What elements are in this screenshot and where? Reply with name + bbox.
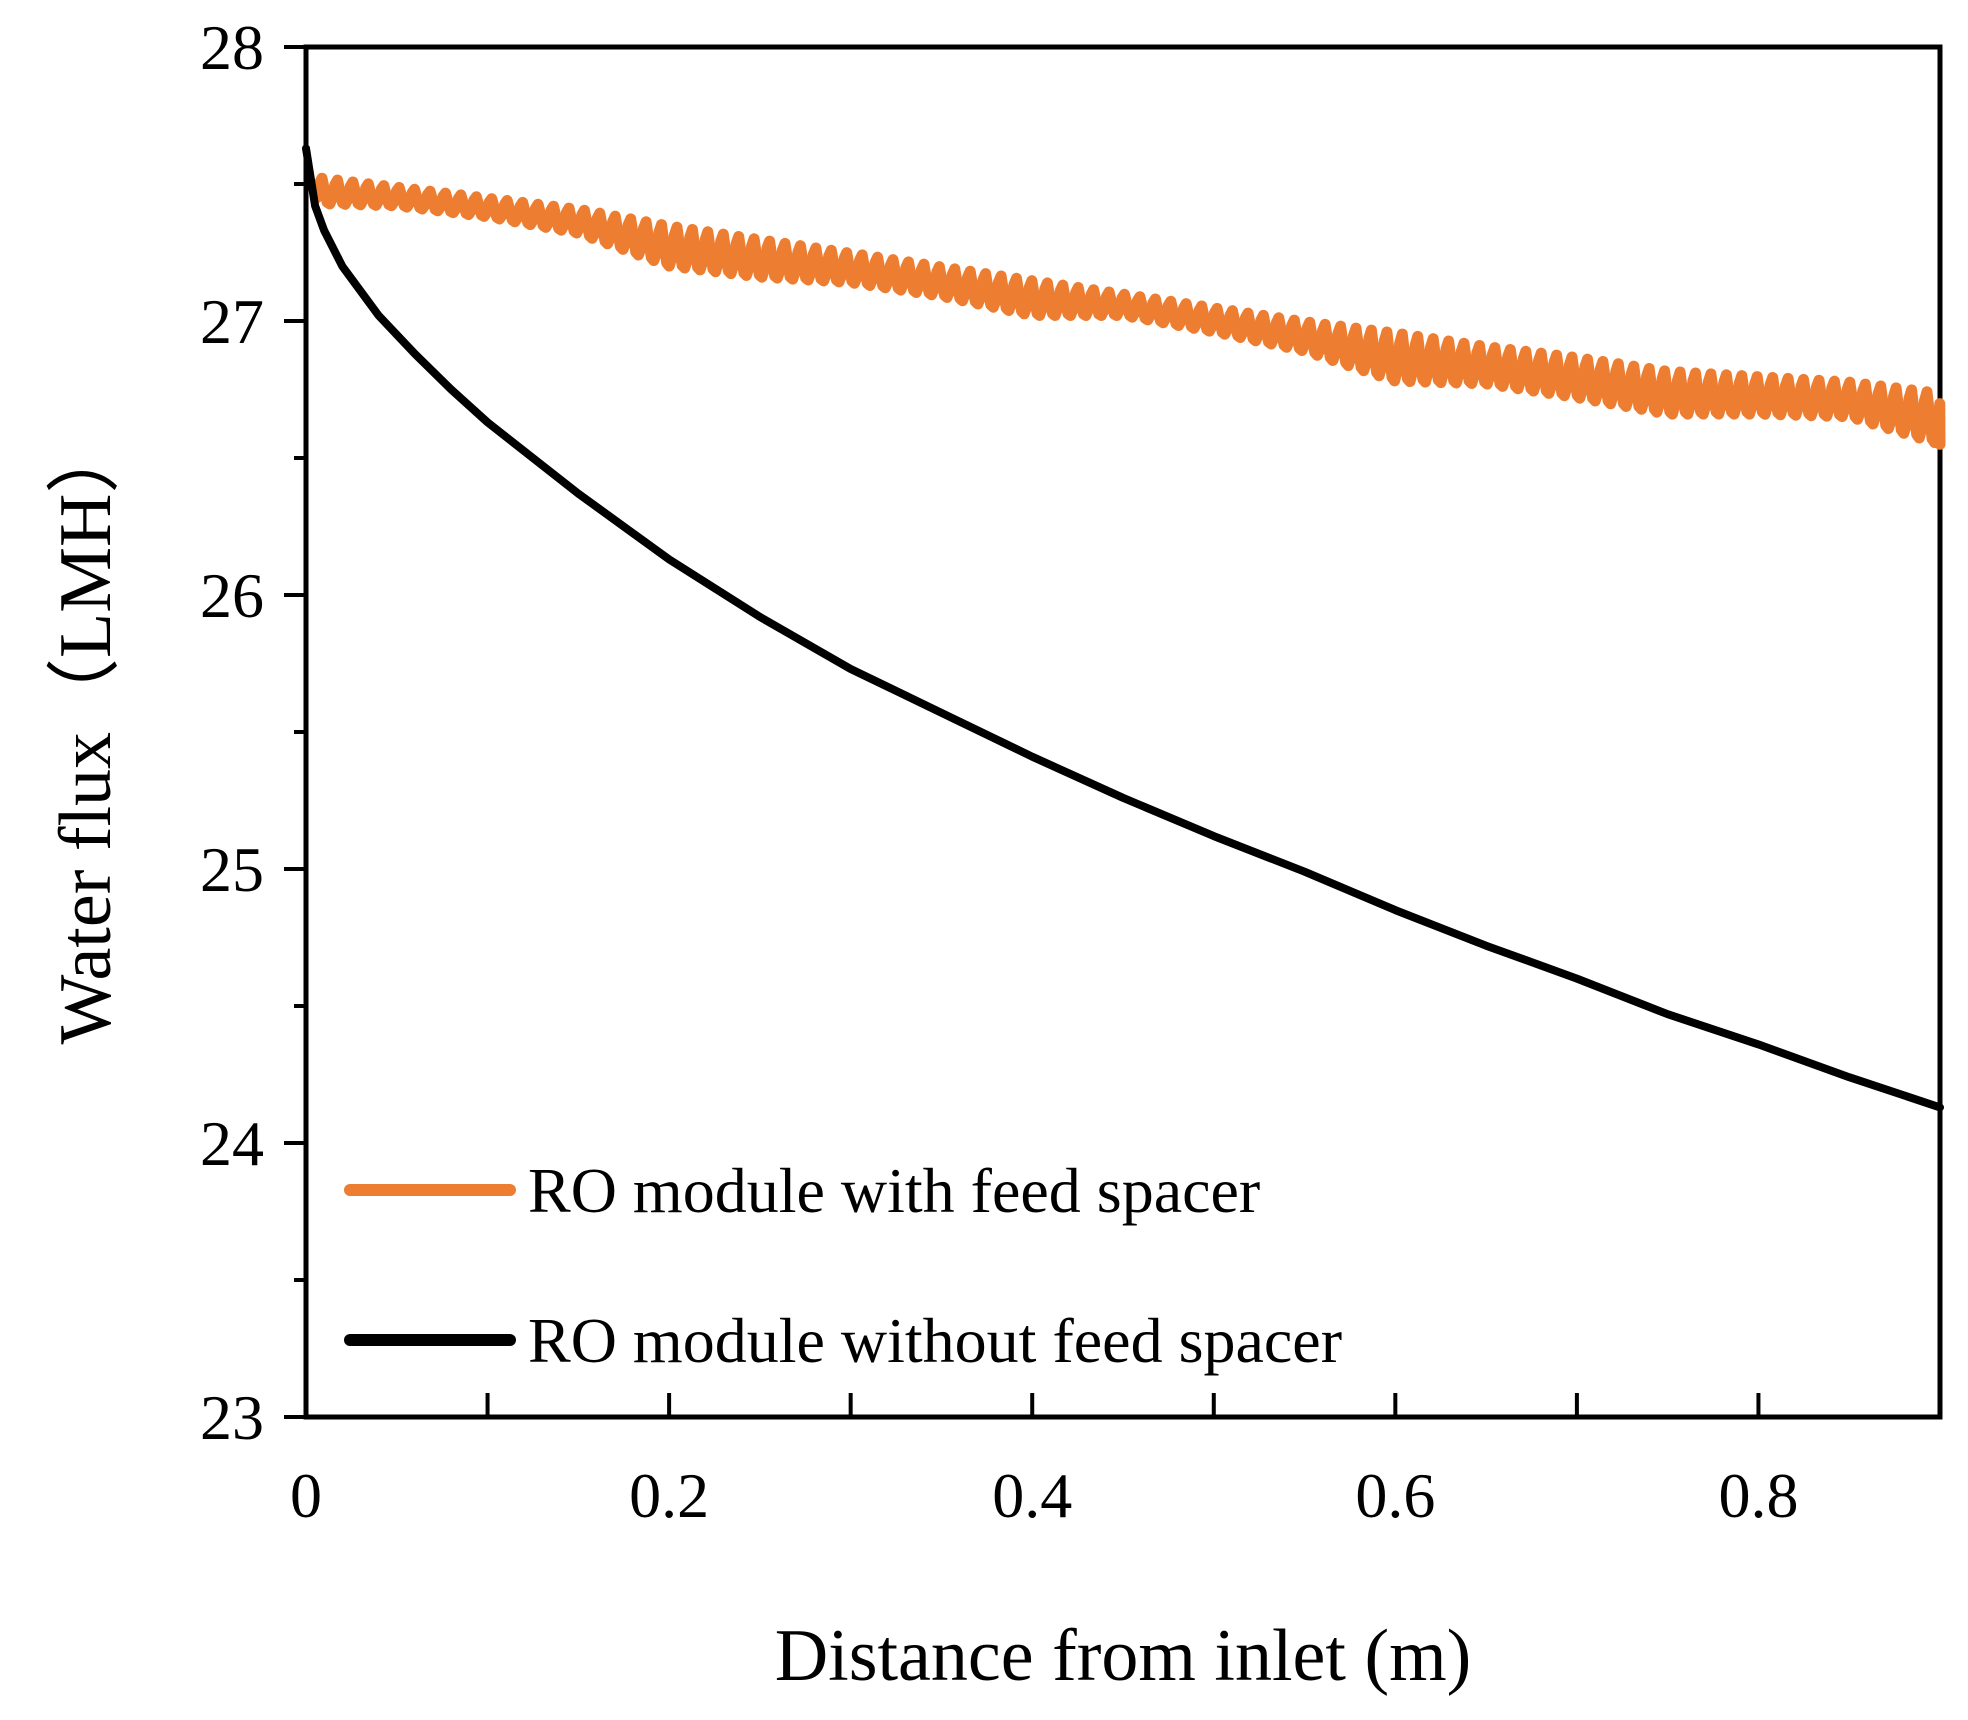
legend-label-without-feed-spacer: RO module without feed spacer xyxy=(528,1305,1342,1376)
y-tick-label: 26 xyxy=(200,560,264,631)
x-tick-label: 0 xyxy=(290,1460,322,1531)
x-axis-ticks xyxy=(485,1393,1761,1417)
y-axis-title: Water flux（LMH） xyxy=(45,420,127,1045)
y-axis-ticks xyxy=(284,45,306,1419)
series-line-with-feed-spacer xyxy=(311,172,1946,450)
y-tick-label: 23 xyxy=(200,1382,264,1453)
x-axis-tick-labels: 0 0.2 0.4 0.6 0.8 xyxy=(290,1460,1798,1531)
series-layer xyxy=(302,144,1946,1112)
x-tick-label: 0.4 xyxy=(992,1460,1072,1531)
y-tick-label: 24 xyxy=(200,1108,264,1179)
x-tick-label: 0.8 xyxy=(1718,1460,1798,1531)
legend: RO module with feed spacer RO module wit… xyxy=(344,1155,1342,1376)
series-line-without-feed-spacer xyxy=(302,144,1944,1112)
x-axis-title: Distance from inlet (m) xyxy=(775,1615,1472,1697)
y-tick-label: 28 xyxy=(200,12,264,83)
legend-label-with-feed-spacer: RO module with feed spacer xyxy=(528,1155,1260,1226)
x-tick-label: 0.6 xyxy=(1355,1460,1435,1531)
y-tick-label: 27 xyxy=(200,286,264,357)
y-tick-label: 25 xyxy=(200,834,264,905)
x-tick-label: 0.2 xyxy=(629,1460,709,1531)
y-axis-tick-labels: 23 24 25 26 27 28 xyxy=(200,12,264,1453)
